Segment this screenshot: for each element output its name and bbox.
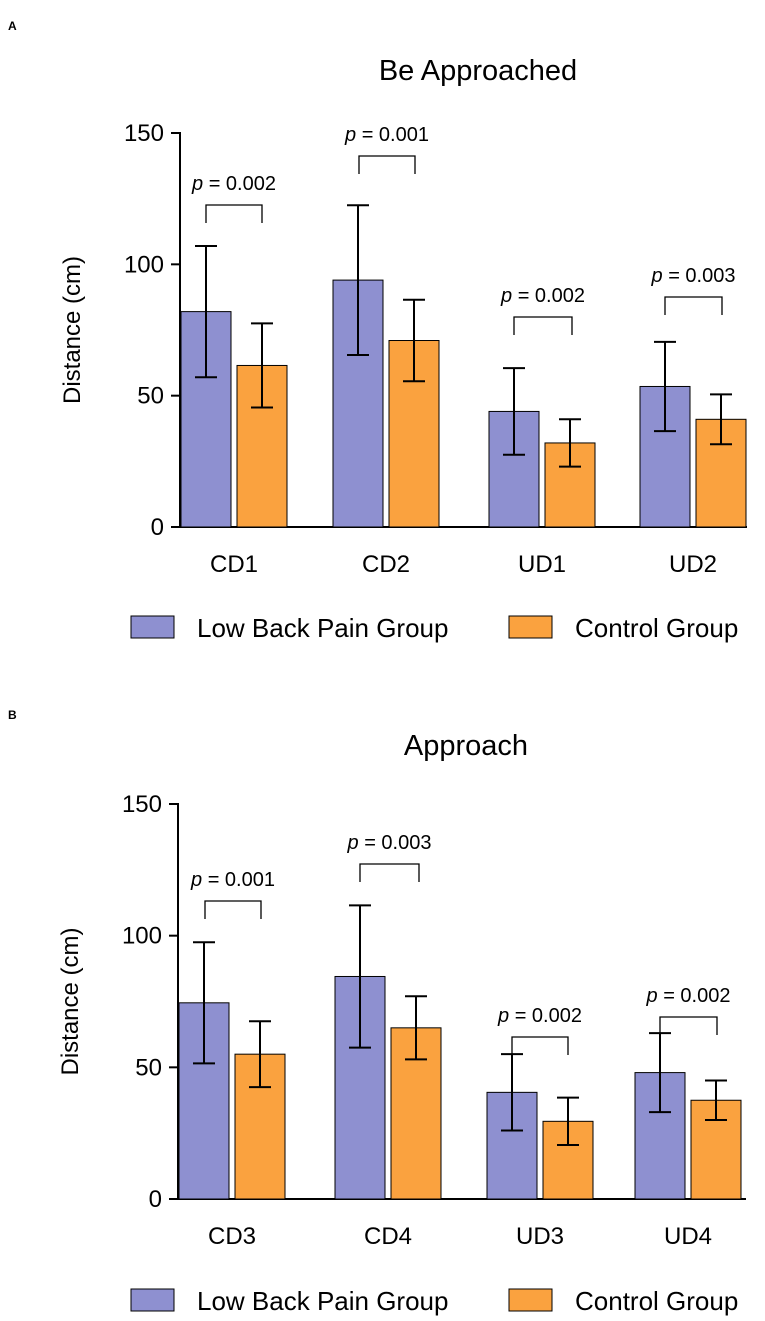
significance-bracket bbox=[664, 296, 723, 315]
x-category-label: UD4 bbox=[664, 1223, 712, 1250]
significance-bracket bbox=[359, 863, 420, 882]
p-value-annotation: p = 0.002 bbox=[497, 1005, 582, 1027]
chart-title: Approach bbox=[404, 730, 528, 762]
p-value-symbol: p bbox=[344, 124, 356, 146]
x-category-label: UD3 bbox=[516, 1223, 564, 1250]
significance-bracket bbox=[204, 900, 262, 919]
p-value-text: = 0.002 bbox=[658, 985, 731, 1007]
legend: Low Back Pain Group Control Group bbox=[130, 613, 738, 643]
p-value-annotation: p = 0.002 bbox=[191, 173, 276, 195]
chart-panel-a: A Be Approached Distance (cm) 0 50 100 150 CD1 p… bbox=[8, 19, 747, 643]
y-tick-label: 150 bbox=[124, 120, 164, 147]
y-tick-label: 150 bbox=[122, 791, 162, 818]
x-category-label: CD2 bbox=[362, 551, 410, 578]
p-value-annotation: p = 0.002 bbox=[646, 985, 731, 1007]
y-axis-label: Distance (cm) bbox=[57, 927, 84, 1075]
x-category-label: UD1 bbox=[518, 551, 566, 578]
panel-label: B bbox=[8, 708, 17, 722]
legend-label-low-back-pain: Low Back Pain Group bbox=[197, 613, 448, 643]
p-value-text: = 0.002 bbox=[512, 285, 585, 307]
p-value-text: = 0.003 bbox=[359, 832, 432, 854]
y-tick-label: 0 bbox=[149, 1186, 162, 1213]
significance-bracket bbox=[513, 316, 573, 335]
p-value-text: = 0.002 bbox=[203, 173, 276, 195]
legend-label-control: Control Group bbox=[575, 1286, 738, 1316]
legend-swatch-control bbox=[508, 1288, 553, 1312]
p-value-annotation: p = 0.002 bbox=[500, 285, 585, 307]
p-value-symbol: p bbox=[191, 173, 203, 195]
p-value-symbol: p bbox=[190, 869, 202, 891]
legend-label-control: Control Group bbox=[575, 613, 738, 643]
p-value-annotation: p = 0.001 bbox=[344, 124, 429, 146]
significance-bracket bbox=[511, 1036, 569, 1055]
y-tick-label: 0 bbox=[151, 514, 164, 541]
p-value-annotation: p = 0.003 bbox=[651, 265, 736, 287]
chart-title: Be Approached bbox=[379, 55, 577, 87]
p-value-text: = 0.001 bbox=[356, 124, 429, 146]
p-value-text: = 0.001 bbox=[202, 869, 275, 891]
p-value-symbol: p bbox=[646, 985, 658, 1007]
p-value-symbol: p bbox=[497, 1005, 509, 1027]
y-tick-label: 100 bbox=[122, 923, 162, 950]
x-category-label: CD3 bbox=[208, 1223, 256, 1250]
legend-swatch-control bbox=[508, 615, 553, 639]
y-tick-label: 50 bbox=[137, 383, 164, 410]
chart-panel-b: B Approach Distance (cm) 0 50 100 150 CD3 p = 0.… bbox=[8, 708, 746, 1316]
y-tick-label: 50 bbox=[135, 1054, 162, 1081]
p-value-symbol: p bbox=[347, 832, 359, 854]
legend-swatch-low-back-pain bbox=[130, 1288, 175, 1312]
p-value-annotation: p = 0.001 bbox=[190, 869, 275, 891]
significance-bracket bbox=[659, 1016, 718, 1035]
p-value-symbol: p bbox=[500, 285, 512, 307]
p-value-text: = 0.003 bbox=[663, 265, 736, 287]
y-axis-label: Distance (cm) bbox=[59, 256, 86, 404]
y-tick-label: 100 bbox=[124, 251, 164, 278]
legend-swatch-low-back-pain bbox=[130, 615, 175, 639]
p-value-text: = 0.002 bbox=[509, 1005, 582, 1027]
significance-bracket bbox=[205, 204, 263, 223]
x-category-label: CD4 bbox=[364, 1223, 412, 1250]
panel-label: A bbox=[8, 19, 17, 33]
significance-bracket bbox=[358, 155, 416, 174]
x-category-label: CD1 bbox=[210, 551, 258, 578]
legend-label-low-back-pain: Low Back Pain Group bbox=[197, 1286, 448, 1316]
x-category-label: UD2 bbox=[669, 551, 717, 578]
p-value-symbol: p bbox=[651, 265, 663, 287]
p-value-annotation: p = 0.003 bbox=[347, 832, 432, 854]
legend: Low Back Pain Group Control Group bbox=[130, 1286, 738, 1316]
